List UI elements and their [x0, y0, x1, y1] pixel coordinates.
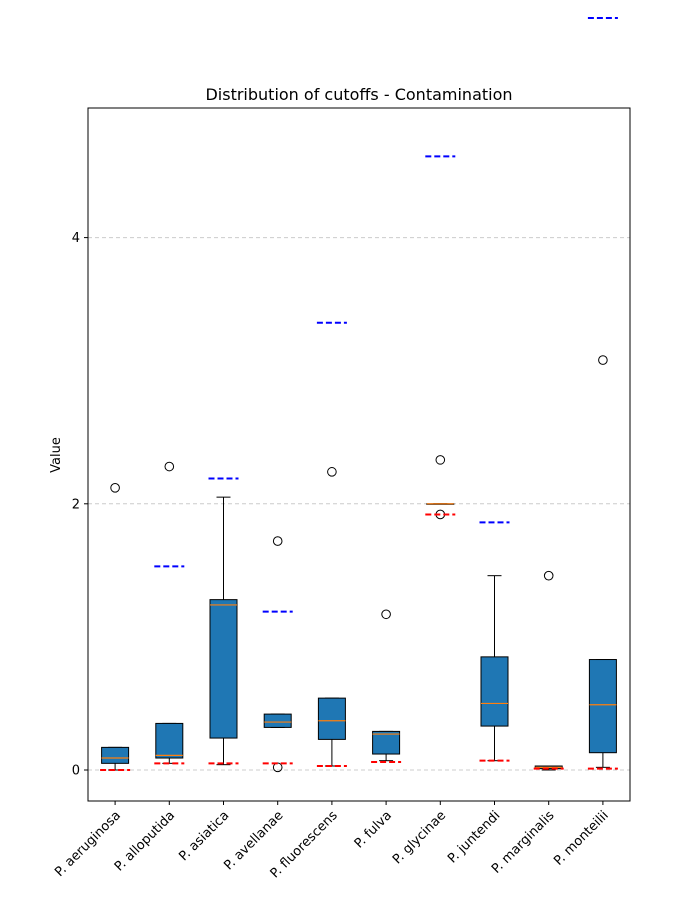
outlier-point [598, 355, 608, 365]
box [263, 713, 292, 728]
outlier-point [381, 609, 391, 620]
y-tick-label: 2 [72, 497, 80, 512]
y-tick-label: 4 [72, 231, 80, 246]
box [155, 722, 184, 759]
y-tick-label: 0 [72, 764, 80, 779]
x-tick-label: P. glycinae [390, 808, 449, 867]
x-tick-label: P. monteilii [551, 808, 611, 868]
outlier-point [327, 467, 337, 477]
x-tick-label: P. juntendi [445, 808, 503, 866]
outlier-point [543, 570, 554, 581]
boxes [101, 355, 617, 773]
outlier-point [110, 483, 120, 493]
box [101, 746, 130, 764]
outlier-point [164, 461, 175, 472]
outlier-point [272, 536, 283, 546]
box [372, 730, 401, 755]
outlier-point [435, 455, 446, 465]
box [480, 656, 509, 727]
x-tick-label: P. aeruginosa [52, 808, 124, 880]
x-tick-label: P. asiatica [176, 808, 232, 864]
box [317, 697, 346, 740]
box [209, 599, 238, 739]
chart-title: Distribution of cutoffs - Contamination [205, 85, 512, 104]
plot-frame [87, 107, 631, 802]
box [588, 659, 617, 754]
x-tick-label: P. fulva [352, 808, 395, 851]
cutoff-markers [100, 16, 618, 771]
grid-lines [88, 237, 630, 771]
y-axis-label: Value [49, 437, 64, 473]
